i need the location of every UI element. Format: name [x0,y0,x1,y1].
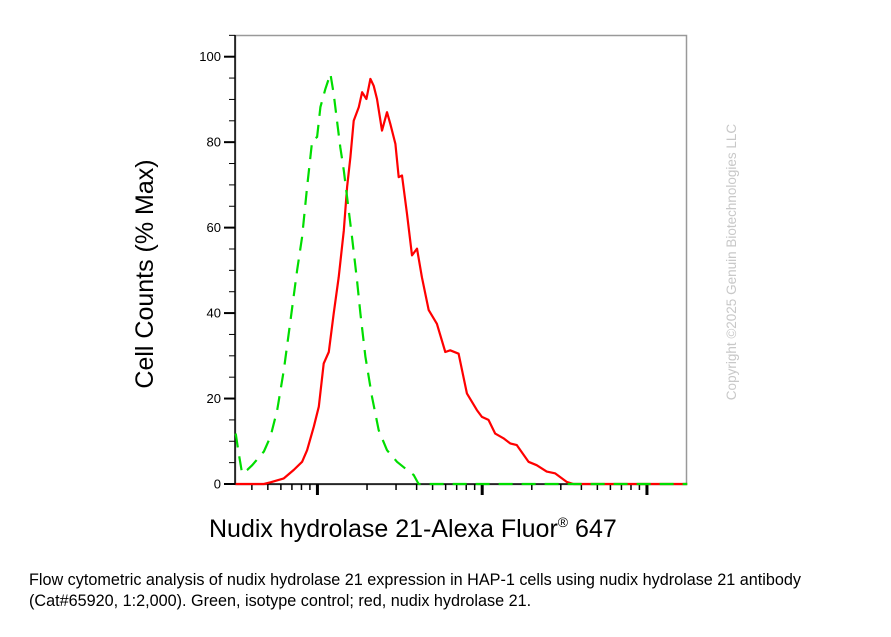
y-axis: 0 20 40 60 80 100 [199,34,236,492]
nudix-hydrolase-21-curve [235,77,688,486]
registered-mark: ® [557,514,569,530]
x-axis-label-tail: 647 [568,515,617,543]
watermark: Copyright ©2025 Genuin Biotechnologies L… [724,124,739,401]
y-tick-label: 40 [207,306,221,321]
plot-frame [234,34,688,486]
x-axis-label-main: Nudix hydrolase 21-Alexa Fluor [209,515,558,543]
y-tick-label: 20 [207,391,221,406]
x-axis-label: Nudix hydrolase 21-Alexa Fluor® 647 [209,514,617,544]
x-axis [231,483,687,495]
y-tick-label: 100 [199,49,221,64]
y-tick-label: 80 [207,135,221,150]
series-group [234,72,688,486]
figure-caption: Flow cytometric analysis of nudix hydrol… [29,571,801,610]
y-tick-label: 0 [214,477,221,492]
y-axis-label: Cell Counts (% Max) [131,159,159,388]
isotype-control-curve [234,72,688,486]
y-tick-label: 60 [207,220,221,235]
